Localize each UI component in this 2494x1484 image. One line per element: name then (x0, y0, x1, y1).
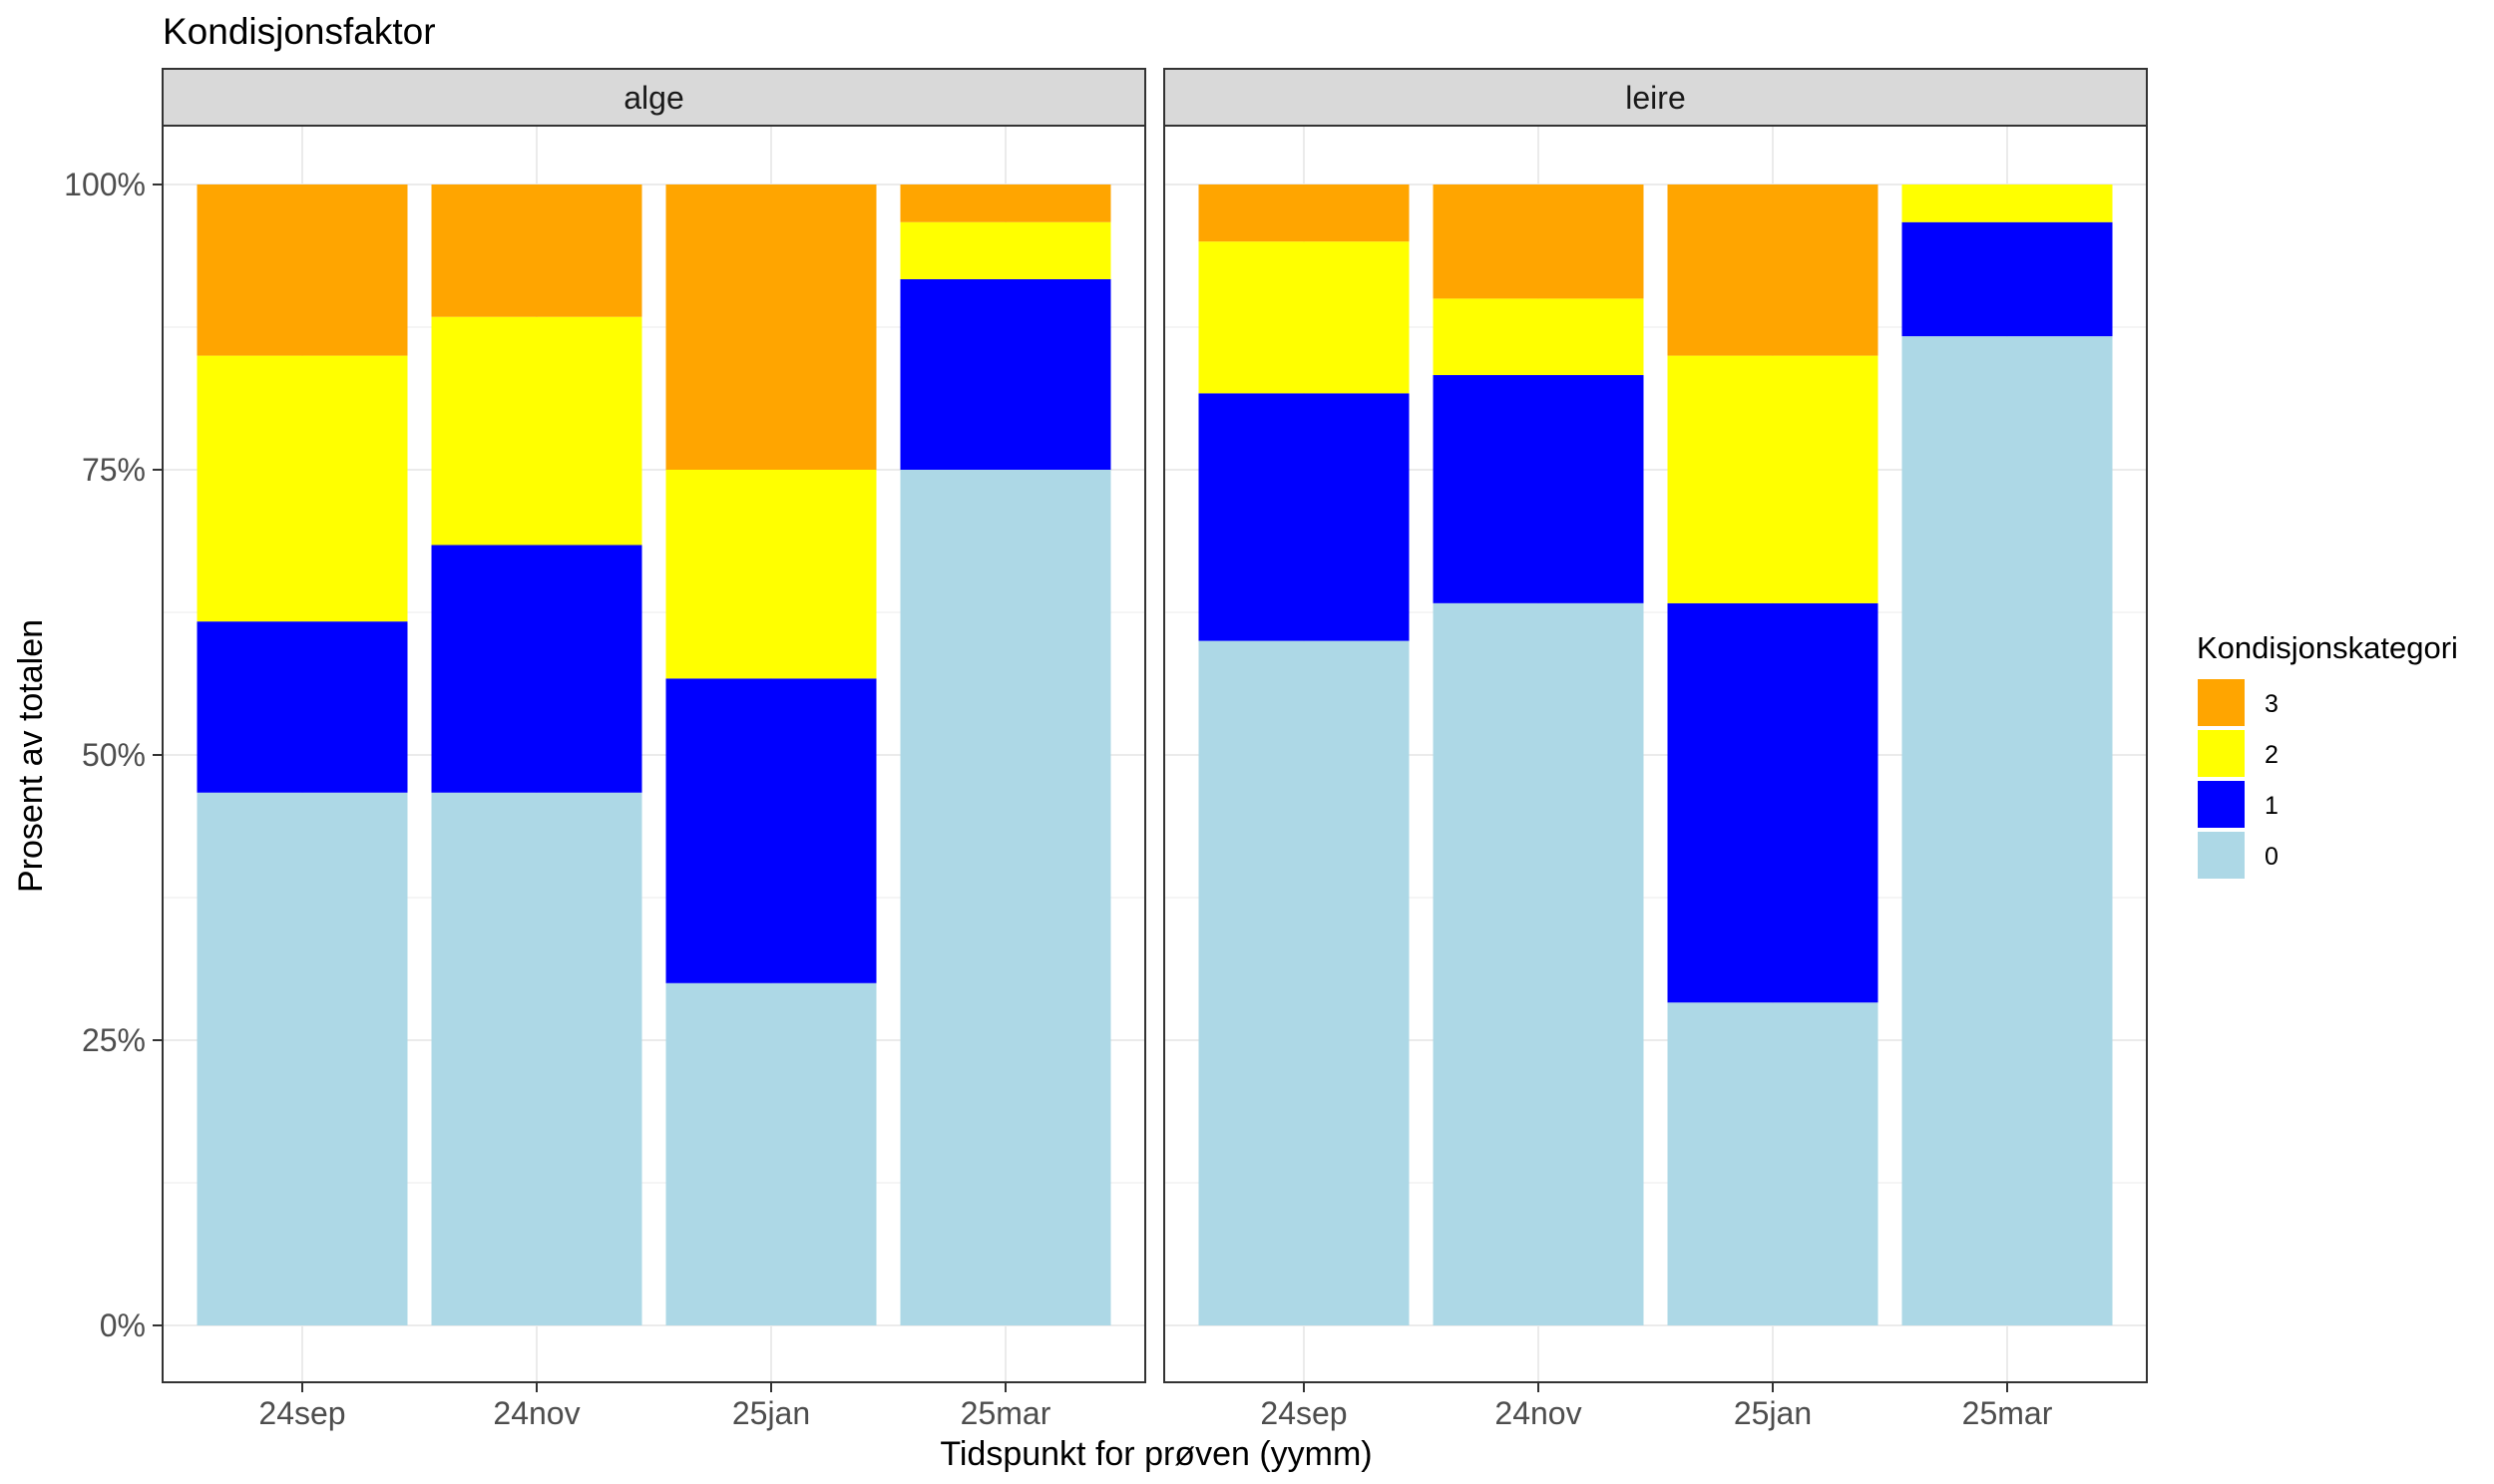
y-tick-label: 25% (82, 1022, 146, 1058)
legend: Kondisjonskategori 3 2 1 0 (2197, 630, 2458, 879)
panel-border (1163, 125, 2148, 1383)
bar-leire-24sep-cat3 (1198, 185, 1410, 242)
y-tick-label: 100% (64, 167, 146, 202)
bar-alge-25jan-cat0 (665, 982, 877, 1325)
bar-alge-24sep-cat0 (197, 792, 408, 1325)
y-axis-title: Prosent av totalen (12, 619, 50, 893)
legend-swatch-3 (2198, 679, 2245, 726)
bar-leire-24sep-cat2 (1198, 241, 1410, 394)
panels: alge 24sep 24nov 25jan 25mar leire 24sep 24nov 2… (162, 68, 2148, 1431)
panel-alge: alge 24sep 24nov 25jan 25mar (162, 68, 1146, 1431)
bar-leire-25jan-cat1 (1667, 602, 1878, 1003)
bar-leire-25mar-cat1 (1901, 221, 2113, 337)
panel-leire: leire 24sep 24nov 25jan 25mar (1163, 68, 2148, 1431)
bar-alge-24nov-cat1 (431, 545, 642, 793)
legend-label-0: 0 (2265, 843, 2279, 871)
bar-leire-24nov-cat2 (1433, 298, 1644, 376)
x-tick-label: 24sep (1260, 1395, 1347, 1431)
bar-leire-24nov-cat0 (1433, 602, 1644, 1325)
bar-alge-25mar-cat0 (900, 470, 1111, 1325)
x-tick-label: 25mar (1962, 1395, 2053, 1431)
bar-leire-25jan-cat2 (1667, 355, 1878, 603)
bar-alge-24sep-cat1 (197, 621, 408, 793)
x-tick-label: 25jan (732, 1395, 810, 1431)
x-tick-label: 25mar (961, 1395, 1051, 1431)
y-tick-label: 0% (100, 1307, 146, 1343)
bar-alge-25jan-cat2 (665, 470, 877, 679)
y-axis: 0% 25% 50% 75% 100% (64, 167, 163, 1343)
bar-leire-25mar-cat2 (1901, 185, 2113, 222)
bar-alge-24nov-cat3 (431, 185, 642, 317)
facet-strip (162, 68, 1146, 127)
panel-border (162, 125, 1146, 1383)
legend-swatch-0 (2198, 832, 2245, 879)
bar-alge-24nov-cat0 (431, 792, 642, 1325)
bar-leire-24sep-cat0 (1198, 640, 1410, 1325)
legend-label-2: 2 (2265, 741, 2279, 769)
bar-alge-25jan-cat1 (665, 678, 877, 983)
bar-leire-24nov-cat3 (1433, 185, 1644, 299)
x-axis-title: Tidspunkt for prøven (yymm) (940, 1435, 1372, 1473)
facet-label: alge (624, 80, 684, 116)
legend-swatch-2 (2198, 730, 2245, 777)
legend-swatch-1 (2198, 781, 2245, 828)
bar-alge-25mar-cat3 (900, 185, 1111, 222)
x-tick-label: 25jan (1734, 1395, 1812, 1431)
bar-alge-24sep-cat2 (197, 355, 408, 622)
bar-alge-25mar-cat1 (900, 278, 1111, 470)
legend-label-1: 1 (2265, 792, 2279, 820)
facet-strip (1163, 68, 2148, 127)
bar-leire-25jan-cat3 (1667, 185, 1878, 356)
bar-alge-25jan-cat3 (665, 185, 877, 470)
x-tick-label: 24sep (258, 1395, 345, 1431)
x-tick-label: 24nov (1494, 1395, 1581, 1431)
bar-leire-25jan-cat0 (1667, 1002, 1878, 1325)
y-tick-label: 50% (82, 737, 146, 773)
y-tick-label: 75% (82, 452, 146, 488)
x-tick-label: 24nov (493, 1395, 580, 1431)
bar-alge-25mar-cat2 (900, 221, 1111, 279)
facet-label: leire (1625, 80, 1685, 116)
bar-leire-24sep-cat1 (1198, 393, 1410, 641)
bar-alge-24nov-cat2 (431, 316, 642, 546)
bar-leire-25mar-cat0 (1901, 336, 2113, 1326)
legend-label-3: 3 (2265, 690, 2279, 718)
legend-title: Kondisjonskategori (2197, 630, 2458, 665)
chart-title: Kondisjonsfaktor (163, 11, 436, 52)
bar-leire-24nov-cat1 (1433, 375, 1644, 603)
bar-alge-24sep-cat3 (197, 185, 408, 356)
